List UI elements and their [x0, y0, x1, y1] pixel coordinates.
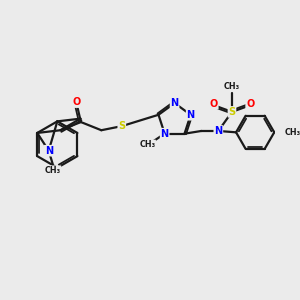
Text: O: O [73, 97, 81, 107]
Text: O: O [246, 99, 254, 109]
Text: S: S [118, 121, 125, 131]
Text: CH₃: CH₃ [224, 82, 240, 91]
Text: O: O [210, 99, 218, 109]
Text: CH₃: CH₃ [284, 128, 300, 137]
Text: N: N [160, 129, 169, 139]
Text: N: N [187, 110, 195, 120]
Text: N: N [214, 126, 222, 136]
Text: N: N [170, 98, 178, 108]
Text: CH₃: CH₃ [140, 140, 155, 149]
Text: N: N [45, 146, 53, 156]
Text: S: S [228, 107, 236, 117]
Text: CH₃: CH₃ [45, 166, 61, 175]
